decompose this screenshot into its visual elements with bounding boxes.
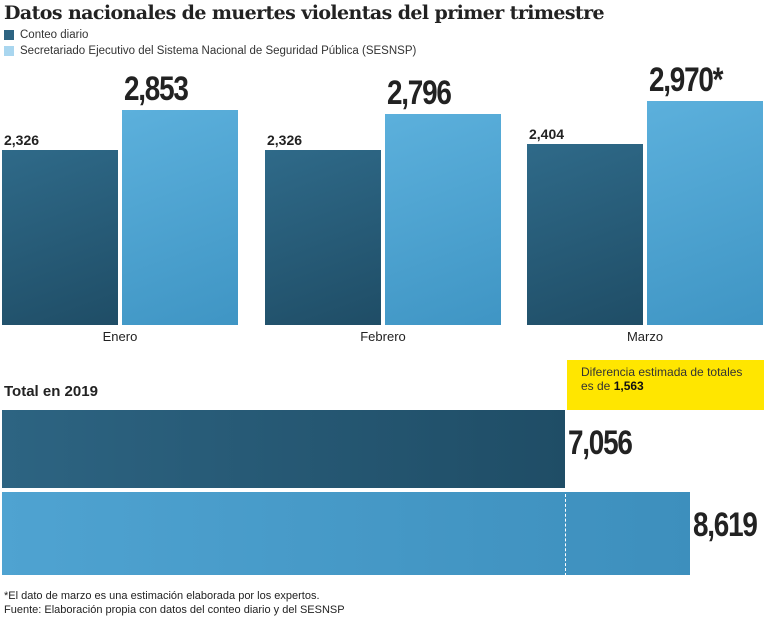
value-label: 2,326 [267,131,303,148]
legend-item-conteo: Conteo diario [4,29,88,41]
value-label: 2,970* [649,61,723,100]
total-value-label: 7,056 [568,424,633,462]
difference-value: 1,563 [613,379,644,393]
bar-enero-conteo [2,149,118,325]
difference-divider [565,410,566,576]
value-label: 2,404 [529,125,565,142]
total-bar-sesnsp [2,492,690,575]
category-label: Enero [102,329,138,344]
bar-enero-sesnsp [122,110,238,325]
difference-text: Diferencia estimada de totales es de [581,365,743,393]
bar-marzo-conteo [527,143,643,325]
legend-item-sesnsp: Secretariado Ejecutivo del Sistema Nacio… [4,45,416,57]
chart-title: Datos nacionales de muertes violentas de… [4,2,605,24]
total-bar-conteo [2,410,566,488]
legend-swatch-dark [4,30,14,40]
value-label: 2,853 [124,70,189,108]
bar-marzo-sesnsp [647,101,763,325]
bar-febrero-conteo [265,149,381,325]
bar-febrero-sesnsp [385,114,501,325]
totals-title: Total en 2019 [4,383,98,400]
source: Fuente: Elaboración propia con datos del… [4,604,345,616]
category-label: Marzo [626,329,664,344]
legend-label: Secretariado Ejecutivo del Sistema Nacio… [20,45,417,57]
legend-label: Conteo diario [20,29,89,41]
difference-note: Diferencia estimada de totales es de 1,5… [567,360,764,410]
legend-swatch-light [4,46,14,56]
total-value-label: 8,619 [693,506,758,544]
footnote: *El dato de marzo es una estimación elab… [4,590,320,602]
value-label: 2,326 [4,131,40,148]
category-label: Febrero [360,329,406,344]
value-label: 2,796 [387,74,452,113]
